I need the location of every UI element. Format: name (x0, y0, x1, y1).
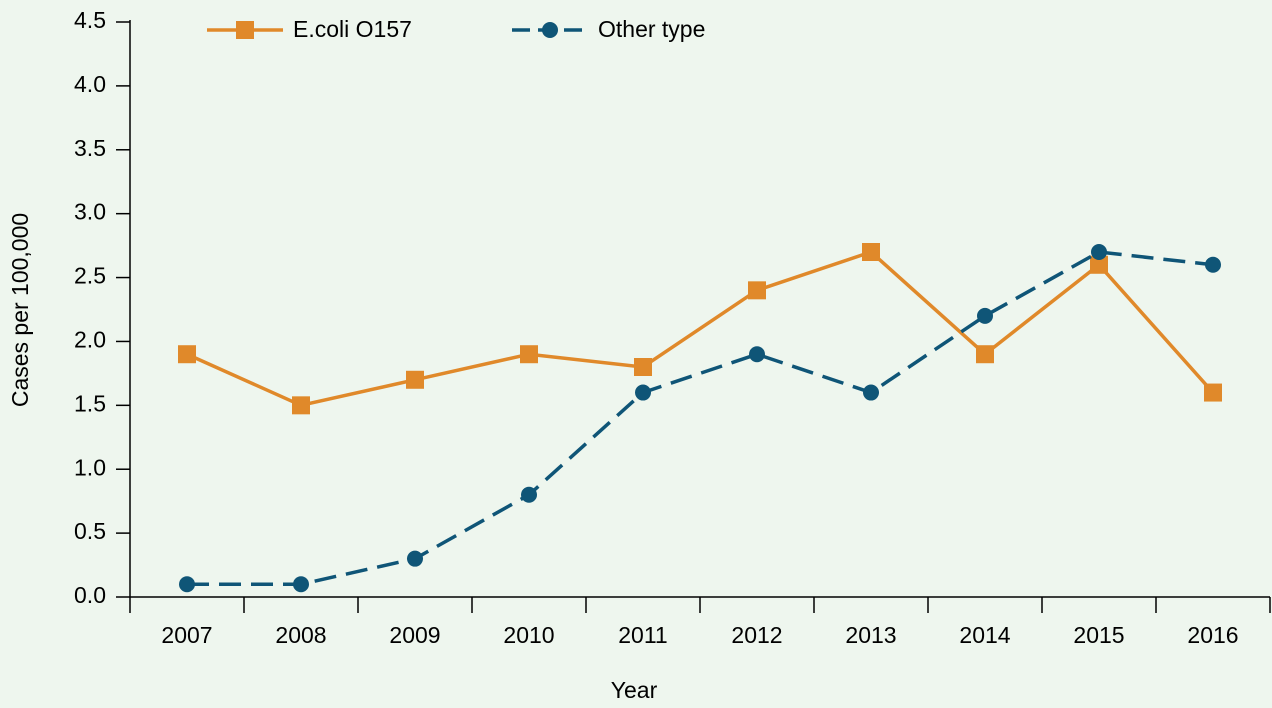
marker (406, 370, 424, 389)
x-tick-label: 2011 (618, 622, 667, 648)
legend-label: E.coli O157 (293, 16, 412, 42)
x-tick-label: 2013 (845, 622, 896, 648)
marker (863, 384, 879, 401)
x-tick-label: 2016 (1187, 622, 1238, 648)
marker (293, 576, 309, 593)
series-line (187, 250, 1214, 586)
legend-label: Other type (598, 16, 705, 42)
series-line (186, 250, 1215, 408)
marker (178, 345, 196, 364)
marker (1204, 383, 1222, 402)
marker (407, 550, 423, 567)
x-tick-label: 2008 (275, 622, 326, 648)
x-tick-label: 2014 (959, 622, 1010, 648)
marker (748, 281, 766, 300)
x-tick-label: 2015 (1073, 622, 1124, 648)
marker (520, 345, 538, 364)
y-tick-label: 2.5 (74, 263, 106, 289)
y-tick-label: 1.0 (74, 454, 106, 480)
marker (292, 396, 310, 415)
y-tick-label: 1.5 (74, 390, 106, 416)
x-tick-label: 2007 (161, 622, 212, 648)
y-tick-label: 3.0 (74, 199, 106, 225)
marker (862, 243, 880, 261)
y-tick-label: 3.5 (74, 135, 106, 161)
marker (521, 486, 537, 503)
marker (1091, 244, 1107, 260)
y-tick-label: 4.0 (74, 71, 106, 97)
x-axis-label: Year (611, 677, 658, 703)
marker (634, 358, 652, 376)
marker (977, 307, 993, 324)
legend-marker (236, 21, 254, 39)
marker (976, 345, 994, 364)
y-tick-label: 4.5 (74, 7, 106, 33)
x-tick-label: 2010 (503, 622, 554, 648)
y-tick-label: 0.0 (74, 582, 106, 608)
marker (635, 384, 651, 401)
marker (1090, 255, 1108, 274)
marker (179, 576, 195, 593)
x-tick-label: 2009 (389, 622, 440, 648)
marker (1205, 256, 1221, 273)
y-tick-label: 2.0 (74, 327, 106, 353)
legend-marker (542, 22, 558, 38)
y-axis-label: Cases per 100,000 (7, 213, 33, 407)
marker (749, 346, 765, 363)
y-tick-label: 0.5 (74, 518, 106, 544)
x-tick-label: 2012 (731, 622, 782, 648)
